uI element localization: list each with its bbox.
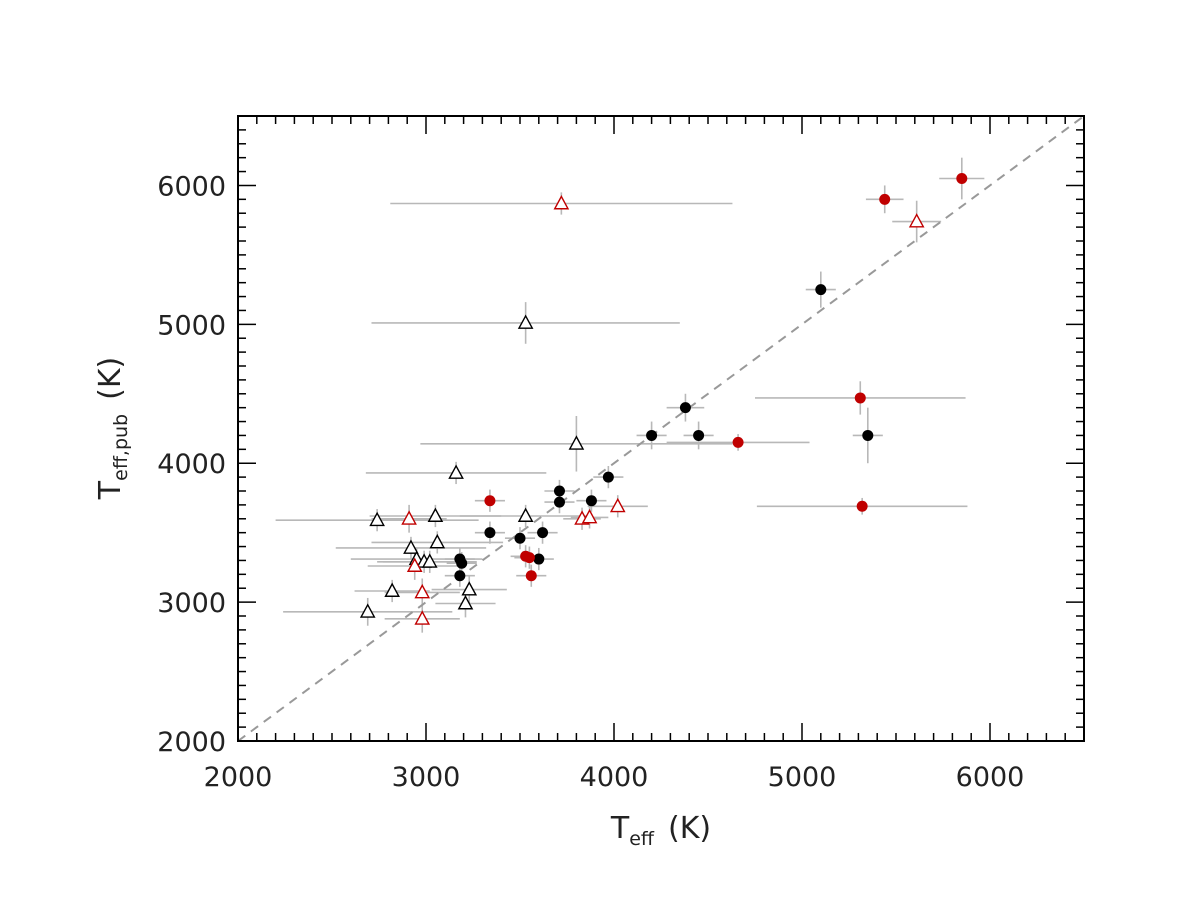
y-axis-title: Teff,pub (K) xyxy=(93,357,132,500)
x-tick-label: 6000 xyxy=(956,762,1025,793)
x-tick-label: 4000 xyxy=(580,762,649,793)
data-point-circle xyxy=(815,284,827,296)
x-axis-title-subscript: eff xyxy=(629,828,655,850)
data-point-circle xyxy=(514,532,526,544)
data-point-circle xyxy=(585,495,597,507)
data-point-triangle xyxy=(457,595,474,610)
y-axis-title-main: T xyxy=(93,480,128,500)
y-tick-label: 2000 xyxy=(157,727,226,758)
data-point-triangle xyxy=(384,582,400,597)
data-point-circle xyxy=(537,527,549,539)
data-point-triangle xyxy=(359,603,376,618)
data-point-triangle xyxy=(461,581,478,596)
y-tick-labels: 2000 3000 4000 5000 6000 xyxy=(157,171,226,758)
one-to-one-reference-line xyxy=(237,115,1085,742)
data-point-circle xyxy=(679,402,691,414)
data-point-triangle xyxy=(908,213,925,228)
data-point-circle xyxy=(484,495,496,507)
data-point-triangle xyxy=(517,314,534,329)
data-point-circle xyxy=(525,570,537,582)
data-point-circle xyxy=(456,557,468,569)
data-point-circle xyxy=(693,429,705,441)
data-point-triangle xyxy=(448,464,464,479)
data-point-triangle xyxy=(406,557,423,572)
y-axis-title-unit: (K) xyxy=(93,357,128,400)
data-point-triangle xyxy=(568,435,585,450)
data-point-circle xyxy=(732,436,744,448)
data-point-circle xyxy=(553,496,565,508)
y-tick-label: 6000 xyxy=(157,171,226,202)
data-point-circle xyxy=(956,173,968,184)
data-point-circle xyxy=(856,500,868,512)
x-tick-label: 5000 xyxy=(768,762,837,793)
data-point-circle xyxy=(484,527,496,539)
data-point-triangle xyxy=(421,553,438,568)
data-point-circle xyxy=(523,552,535,564)
y-tick-label: 4000 xyxy=(157,449,226,480)
data-point-triangle xyxy=(609,497,626,513)
x-tick-labels: 2000 3000 4000 5000 6000 xyxy=(204,762,1025,793)
data-point-triangle xyxy=(429,533,446,549)
data-point-circle xyxy=(862,429,874,441)
data-point-circle xyxy=(879,193,891,205)
data-point-circle xyxy=(646,429,658,441)
data-point-circle xyxy=(854,392,866,404)
axis-ticks xyxy=(237,115,1085,742)
data-point-triangle xyxy=(414,610,431,625)
plot-frame xyxy=(237,115,1085,742)
errorbars-layer xyxy=(275,157,985,633)
data-points-layer xyxy=(359,173,968,625)
x-tick-label: 3000 xyxy=(392,762,461,793)
y-tick-label: 5000 xyxy=(157,310,226,341)
x-axis-title: Teff (K) xyxy=(610,811,711,850)
data-point-circle xyxy=(454,570,466,582)
data-point-triangle xyxy=(427,507,444,522)
x-axis-title-unit: (K) xyxy=(668,811,711,846)
x-axis-title-main: T xyxy=(610,811,630,846)
data-point-triangle xyxy=(581,508,598,524)
data-point-triangle xyxy=(369,511,385,527)
data-point-triangle xyxy=(403,539,419,554)
data-point-triangle xyxy=(517,507,534,522)
data-point-circle xyxy=(553,485,565,497)
data-point-circle xyxy=(533,553,545,565)
y-tick-label: 3000 xyxy=(157,588,226,619)
x-tick-label: 2000 xyxy=(204,762,273,793)
data-point-triangle xyxy=(553,195,570,210)
data-point-circle xyxy=(602,471,614,483)
data-point-triangle xyxy=(414,583,431,599)
data-point-triangle xyxy=(401,510,417,525)
y-axis-title-subscript: eff,pub xyxy=(110,414,132,481)
